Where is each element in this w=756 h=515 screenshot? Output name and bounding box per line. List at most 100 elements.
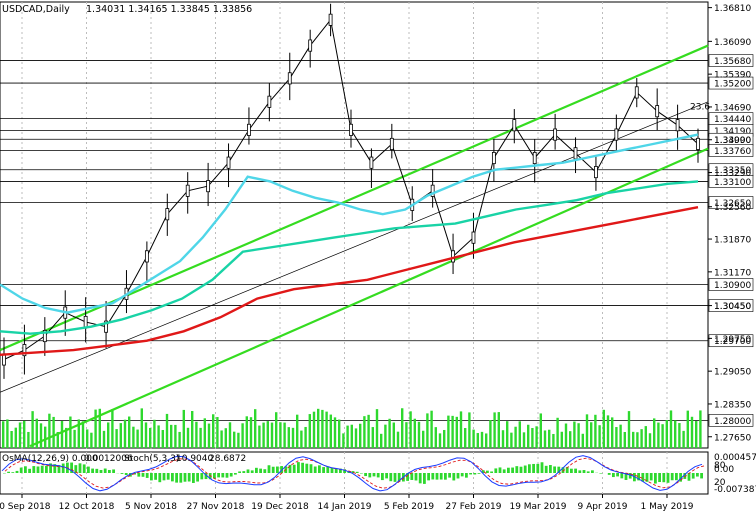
osma-bar <box>318 465 321 473</box>
volume-bar <box>619 424 622 448</box>
osma-bar <box>309 464 313 473</box>
osma-bar <box>225 473 229 478</box>
volume-bar <box>144 422 148 448</box>
osma-bar <box>192 473 195 483</box>
y-tick-label: 1.35390 <box>714 71 751 81</box>
candle-body <box>553 128 558 141</box>
candle-body <box>573 147 578 160</box>
volume-bar <box>65 427 68 448</box>
volume-bar <box>312 411 316 448</box>
y-tick-label: 1.33990 <box>714 136 751 146</box>
stoch-signal-line <box>4 457 706 489</box>
volume-bar <box>86 429 89 448</box>
volume-bar <box>220 430 223 448</box>
osma-bar <box>460 473 464 477</box>
volume-bar <box>396 431 400 448</box>
osma-bar <box>171 473 174 482</box>
volume-bar <box>611 417 614 448</box>
volume-bar <box>60 421 64 448</box>
osma-bar <box>53 464 57 473</box>
osma-bar <box>612 473 615 478</box>
osma-bar <box>246 469 250 473</box>
volume-bar <box>594 414 597 448</box>
candle-body <box>83 315 88 328</box>
volume-bars <box>2 408 702 448</box>
osma-bar <box>217 473 220 478</box>
osma-bar <box>322 467 325 473</box>
candle-body <box>349 123 353 136</box>
volume-bar <box>111 409 114 448</box>
volume-bar <box>644 426 647 448</box>
osma-bar <box>137 473 141 477</box>
osma-bar <box>183 473 187 482</box>
volume-bar <box>539 413 542 448</box>
osma-bar <box>70 462 73 473</box>
osma-bar <box>393 473 397 482</box>
osma-bar <box>586 471 590 473</box>
volume-bar <box>690 416 694 448</box>
level-label-box <box>708 278 754 291</box>
volume-bar <box>459 411 463 448</box>
volume-bar <box>6 419 9 448</box>
volume-bar <box>342 433 345 448</box>
volume-bar <box>153 419 156 448</box>
main-panel-frame <box>0 1 709 449</box>
osma-bar <box>355 471 359 473</box>
volume-bar <box>283 422 286 448</box>
volume-bar <box>325 411 328 448</box>
osma-label: OsMA(12,26,9) 0.000 <box>2 454 98 464</box>
osma-bar <box>45 465 48 473</box>
volume-bar <box>443 429 446 448</box>
volume-bar <box>2 421 5 448</box>
volume-bar <box>371 427 374 448</box>
osma-bar <box>271 466 275 473</box>
osma-bar <box>32 466 36 473</box>
volume-bar <box>354 428 358 448</box>
candle-body <box>696 137 700 150</box>
volume-bar <box>128 416 131 448</box>
osma-bar <box>414 473 418 481</box>
osma-bar <box>57 465 61 473</box>
volume-bar <box>485 433 488 448</box>
osma-bar <box>679 473 682 482</box>
level-label-box <box>708 175 754 188</box>
volume-bar <box>640 429 643 448</box>
osma-bar <box>523 465 527 473</box>
volume-bar <box>569 431 572 448</box>
volume-bar <box>548 429 551 448</box>
volume-bar <box>699 410 702 448</box>
osma-bar <box>145 473 149 478</box>
candle-body <box>185 184 190 197</box>
osma-bar <box>61 463 65 473</box>
volume-bar <box>602 409 605 448</box>
osma-bar <box>95 468 99 473</box>
osma-bar <box>502 469 506 473</box>
level-label-box <box>708 414 754 427</box>
volume-bar <box>174 424 177 448</box>
time-axis: 20 Sep 2018 12 Oct 2018 5 Nov 2018 27 Nov 2… <box>0 494 694 512</box>
osma-bar <box>297 462 300 473</box>
osma-bar <box>229 473 233 477</box>
volume-bar <box>518 421 521 448</box>
osma-bar <box>175 473 178 483</box>
candle-body <box>226 156 231 169</box>
volume-bar <box>388 418 391 448</box>
volume-bar <box>359 423 362 448</box>
volume-bar <box>413 418 416 448</box>
osma-value: 0.0012006 <box>84 454 133 464</box>
osma-bar <box>477 473 481 474</box>
volume-bar <box>321 409 324 448</box>
osma-bar <box>645 473 649 482</box>
osma-bar <box>691 473 695 479</box>
chart-symbol: USDCAD,Daily <box>2 4 70 15</box>
volume-bar <box>216 417 219 448</box>
volume-bar <box>636 432 639 448</box>
volume-bar <box>665 419 668 448</box>
volume-bar <box>94 409 97 448</box>
osma-bar <box>406 473 409 481</box>
x-tick-label: 12 Oct 2018 <box>59 502 115 512</box>
candle-body <box>104 320 108 333</box>
level-label: 1.34190 <box>714 127 751 137</box>
osma-bar <box>250 470 254 473</box>
